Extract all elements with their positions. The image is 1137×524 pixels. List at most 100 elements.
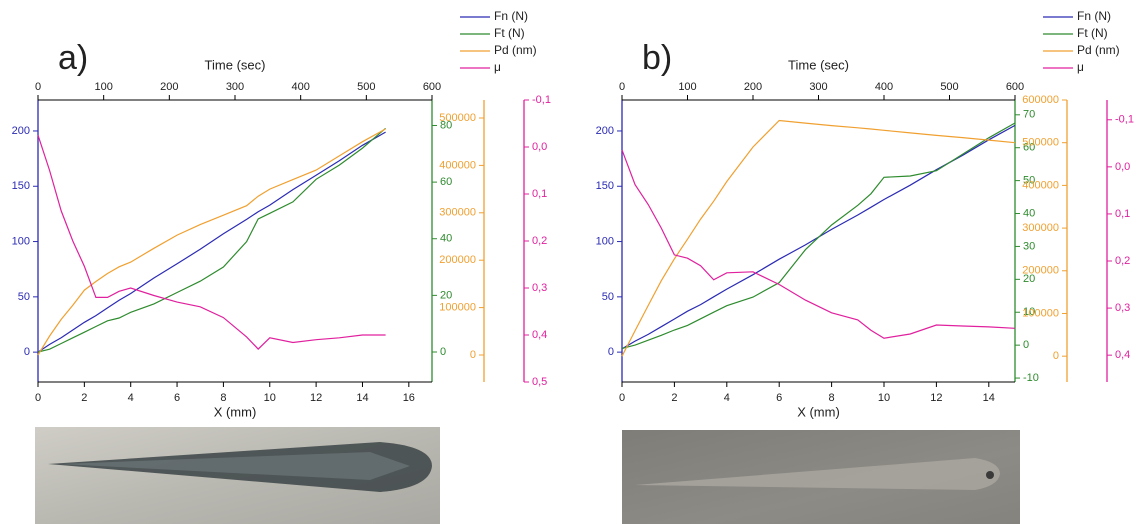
x2-tick-label: 300: [226, 81, 244, 93]
x2-tick-label: 400: [291, 81, 309, 93]
series-line: [37, 128, 386, 356]
series-line: [37, 127, 386, 353]
y-tick-label: 500000: [1022, 137, 1059, 149]
x2-tick-label: 600: [1006, 81, 1024, 93]
x2-tick-label: 400: [875, 81, 893, 93]
y-tick-label: 150: [12, 180, 30, 192]
y-tick-label: 30: [1023, 240, 1035, 252]
x2-axis-title: Time (sec): [205, 57, 266, 72]
x-tick-label: 10: [264, 392, 276, 404]
x2-tick-label: 500: [940, 81, 958, 93]
photo-b: [622, 430, 1020, 524]
y-tick-label: 10: [1023, 306, 1035, 318]
y-tick-label: 200000: [1022, 265, 1059, 277]
y-tick-label: 0,4: [532, 329, 547, 341]
x-tick-label: 12: [930, 392, 942, 404]
x-tick-label: 4: [128, 392, 134, 404]
series-line: [621, 124, 1016, 350]
x-tick-label: 10: [878, 392, 890, 404]
y-tick-label: 0: [1023, 339, 1029, 351]
series-line: [621, 122, 1016, 349]
x2-tick-label: 0: [35, 81, 41, 93]
y-tick-label: 200: [596, 125, 614, 137]
y-tick-label: 200000: [439, 254, 476, 266]
y-tick-label: 0: [24, 346, 30, 358]
panel-label: b): [642, 39, 672, 77]
x-tick-label: 0: [35, 392, 41, 404]
x-tick-label: 16: [403, 392, 415, 404]
y-tick-label: 0,2: [1115, 255, 1130, 267]
legend-label: Pd (nm): [494, 43, 537, 57]
x-tick-label: 2: [81, 392, 87, 404]
y-tick-label: 0: [608, 346, 614, 358]
series-line: [621, 119, 1016, 357]
y-tick-label: 400000: [439, 159, 476, 171]
x-axis-title: X (mm): [214, 404, 257, 419]
x2-tick-label: 200: [160, 81, 178, 93]
series-line: [37, 135, 386, 350]
series-line: [621, 149, 1016, 339]
y-tick-label: 100000: [1022, 307, 1059, 319]
x-tick-label: 6: [174, 392, 180, 404]
y-tick-label: 0,0: [532, 141, 547, 153]
x-tick-label: 4: [724, 392, 730, 404]
y-tick-label: -0,1: [1115, 114, 1134, 126]
y-tick-label: 0,1: [532, 188, 547, 200]
y-tick-label: 50: [1023, 175, 1035, 187]
x2-tick-label: 200: [744, 81, 762, 93]
y-tick-label: 400000: [1022, 179, 1059, 191]
y-tick-label: 40: [1023, 207, 1035, 219]
photo-a: [35, 427, 440, 524]
x2-tick-label: 100: [94, 81, 112, 93]
x-tick-label: 0: [619, 392, 625, 404]
y-tick-label: 300000: [1022, 222, 1059, 234]
legend-label: Ft (N): [494, 26, 525, 40]
y-tick-label: 500000: [439, 112, 476, 124]
panel-label: a): [58, 39, 88, 77]
y-tick-label: 100: [596, 235, 614, 247]
x2-tick-label: 300: [809, 81, 827, 93]
y-tick-label: 0: [1053, 350, 1059, 362]
y-tick-label: 0: [440, 346, 446, 358]
y-tick-label: -10: [1023, 372, 1039, 384]
series-line: [37, 131, 386, 353]
y-tick-label: 60: [440, 176, 452, 188]
legend-label: μ: [494, 60, 501, 74]
y-tick-label: 70: [1023, 109, 1035, 121]
y-tick-label: 150: [596, 180, 614, 192]
legend-label: Fn (N): [1077, 9, 1111, 23]
y-tick-label: 0,4: [1115, 349, 1130, 361]
y-tick-label: 0,3: [532, 282, 547, 294]
y-tick-label: 200: [12, 125, 30, 137]
y-tick-label: 0,2: [532, 235, 547, 247]
y-tick-label: 0,0: [1115, 161, 1130, 173]
y-tick-label: -0,1: [532, 94, 551, 106]
y-tick-label: 0,5: [532, 376, 547, 388]
x2-axis-title: Time (sec): [788, 57, 849, 72]
x-tick-label: 6: [776, 392, 782, 404]
x2-tick-label: 0: [619, 81, 625, 93]
x-tick-label: 14: [356, 392, 368, 404]
y-tick-label: 50: [602, 291, 614, 303]
legend-label: μ: [1077, 60, 1084, 74]
y-tick-label: 0,1: [1115, 208, 1130, 220]
y-tick-label: 0,3: [1115, 302, 1130, 314]
y-tick-label: 600000: [1022, 94, 1059, 106]
legend-label: Ft (N): [1077, 26, 1108, 40]
x-tick-label: 14: [983, 392, 995, 404]
x-axis-title: X (mm): [797, 404, 840, 419]
y-tick-label: 20: [1023, 273, 1035, 285]
y-tick-label: 50: [18, 291, 30, 303]
y-tick-label: 40: [440, 233, 452, 245]
y-tick-label: 20: [440, 289, 452, 301]
x2-tick-label: 500: [357, 81, 375, 93]
y-tick-label: 100000: [439, 301, 476, 313]
x-tick-label: 12: [310, 392, 322, 404]
y-tick-label: 80: [440, 119, 452, 131]
x-tick-label: 8: [220, 392, 226, 404]
x2-tick-label: 100: [678, 81, 696, 93]
x2-tick-label: 600: [423, 81, 441, 93]
y-tick-label: 300000: [439, 207, 476, 219]
y-tick-label: 60: [1023, 142, 1035, 154]
